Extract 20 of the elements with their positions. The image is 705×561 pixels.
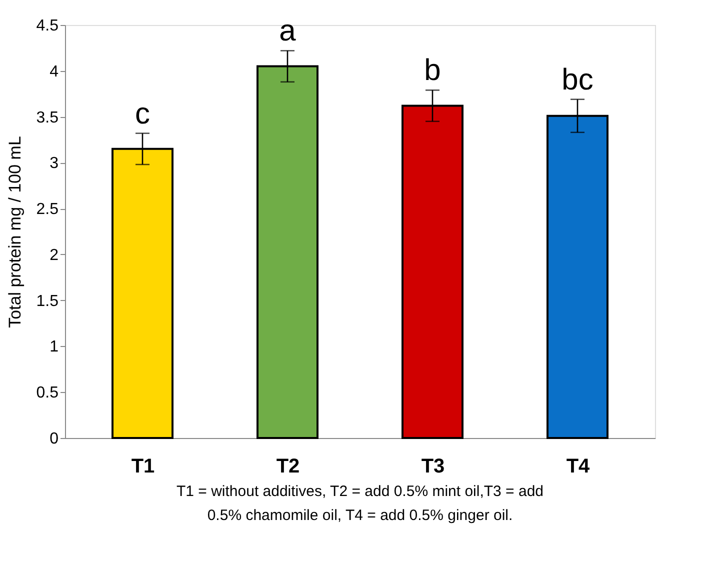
annotation: a [279, 14, 296, 48]
x-tick-label: T4 [566, 456, 591, 478]
y-tick-label: 2 [50, 246, 59, 264]
annotation: c [135, 97, 150, 130]
y-tick-label: 0.5 [36, 384, 59, 402]
y-tick-label: 2.5 [36, 201, 59, 218]
y-tick-label: 4.5 [36, 18, 59, 34]
annotation: b [424, 54, 441, 88]
y-tick-label: 3 [50, 155, 59, 172]
y-tick-label: 1 [50, 338, 59, 356]
y-tick-label: 3.5 [36, 109, 59, 126]
annotation: bc [562, 63, 594, 96]
text: T1 = without additives, T2 = add 0.5% mint oil,T3 = add 0.5% chamomile oil, T4 = add 0.5% ginger oil. [176, 483, 544, 524]
y-tick-label: 0 [50, 430, 59, 448]
y-tick-label: 1.5 [36, 292, 59, 310]
y-axis-title: Total protein mg / 100 mL [5, 136, 24, 328]
x-tick-label: T2 [276, 456, 300, 478]
x-tick-label: T3 [421, 456, 445, 478]
y-tick-label: 4 [50, 63, 59, 80]
x-tick-label: T1 [131, 456, 155, 478]
